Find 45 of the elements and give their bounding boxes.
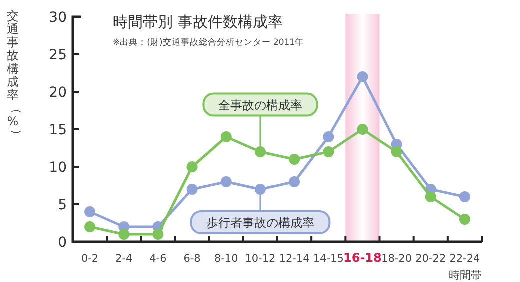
legend-label: 歩行者事故の構成率 xyxy=(206,216,314,230)
x-axis-title: 時間帯 xyxy=(449,269,482,282)
y-tick-label: 10 xyxy=(49,160,67,176)
point xyxy=(186,162,198,172)
point xyxy=(459,192,470,202)
point xyxy=(220,132,232,142)
point xyxy=(357,124,368,135)
x-tick-label: 22-24 xyxy=(450,253,481,265)
y-tick-label: 5 xyxy=(58,198,67,214)
point xyxy=(254,184,266,195)
x-tick-label: 8-10 xyxy=(214,253,238,265)
chart-title: 時間帯別 事故件数構成率 xyxy=(113,13,283,31)
point xyxy=(323,132,334,142)
point xyxy=(254,146,266,158)
y-tick-label: 25 xyxy=(49,48,67,64)
x-tick-label: 16-18 xyxy=(344,251,382,265)
x-tick-label: 18-20 xyxy=(382,253,412,265)
point xyxy=(357,72,368,82)
point xyxy=(289,176,300,188)
y-tick-label: 0 xyxy=(58,235,67,251)
y-tick-label: 30 xyxy=(49,10,67,26)
x-tick-label: 10-12 xyxy=(245,253,276,265)
text: 交通事故構成率（%） xyxy=(7,9,24,141)
point xyxy=(118,229,130,240)
series-label: 全事故の構成率 xyxy=(218,98,302,112)
x-tick-label: 14-15 xyxy=(313,253,344,265)
point xyxy=(391,146,402,158)
y-tick-label: 15 xyxy=(49,122,67,138)
point xyxy=(152,229,164,240)
y-tick-label: 20 xyxy=(49,85,67,101)
point xyxy=(186,184,198,195)
x-tick-label: 20-22 xyxy=(416,253,446,265)
point xyxy=(84,222,96,232)
x-tick-label: 6-8 xyxy=(184,253,201,265)
point xyxy=(323,146,334,158)
point xyxy=(425,192,436,202)
point xyxy=(84,206,96,218)
x-tick-label: 0-2 xyxy=(81,253,99,265)
x-tick-label: 12-14 xyxy=(279,253,310,265)
x-tick-label: 4-6 xyxy=(150,253,168,265)
text: ※出典：(財)交通事故総合分析センター 2011年 xyxy=(113,37,304,48)
point xyxy=(459,214,470,225)
x-tick-label: 2-4 xyxy=(116,253,134,265)
point xyxy=(220,176,232,188)
point xyxy=(289,154,300,165)
